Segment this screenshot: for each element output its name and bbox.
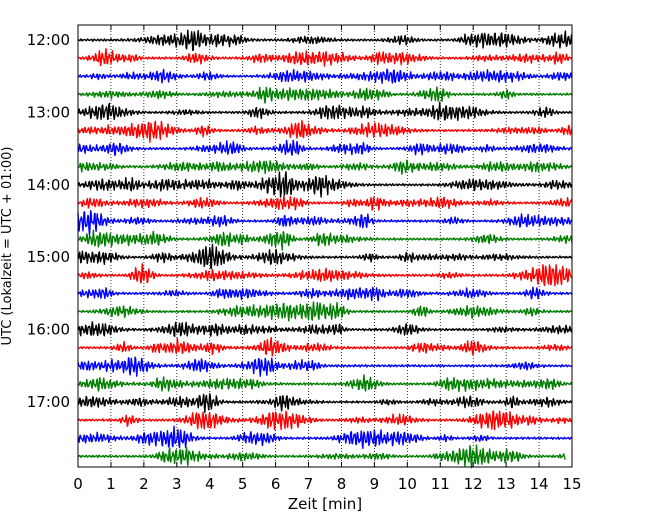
trace-layer — [77, 29, 573, 469]
trace-line — [77, 171, 573, 198]
plot-frame — [77, 24, 573, 468]
trace-line — [77, 159, 573, 175]
x-tick-label: 4 — [205, 475, 215, 493]
x-tick-label: 12 — [464, 475, 483, 493]
trace-line — [77, 68, 573, 84]
x-tick-label: 11 — [431, 475, 450, 493]
trace-line — [77, 425, 573, 449]
trace-line — [77, 374, 573, 393]
trace-line — [77, 336, 573, 357]
trace-line — [77, 139, 573, 156]
y-tick-label: 14:00 — [27, 176, 70, 194]
x-tick-label: 14 — [530, 475, 549, 493]
trace-line — [77, 119, 573, 143]
trace-line — [77, 101, 573, 122]
y-tick-label: 17:00 — [27, 393, 70, 411]
trace-line — [77, 48, 573, 67]
trace-line — [77, 301, 573, 322]
trace-line — [77, 410, 573, 431]
x-tick-label: 1 — [106, 475, 116, 493]
x-tick-label: 6 — [271, 475, 281, 493]
trace-line — [77, 86, 573, 104]
x-tick-label: 15 — [562, 475, 581, 493]
trace-line — [77, 356, 573, 377]
trace-line — [77, 321, 573, 338]
x-tick-label: 5 — [238, 475, 248, 493]
trace-line — [77, 263, 573, 287]
x-tick-label: 8 — [337, 475, 347, 493]
y-tick-label: 15:00 — [27, 248, 70, 266]
x-tick-label: 3 — [172, 475, 182, 493]
trace-line — [77, 243, 573, 270]
trace-line — [77, 393, 573, 414]
x-tick-label: 13 — [497, 475, 516, 493]
x-tick-label: 0 — [73, 475, 83, 493]
y-tick-label: 12:00 — [27, 31, 70, 49]
x-tick-label: 9 — [370, 475, 380, 493]
tick-layer: 0 1 2 3 4 5 6 7 8 9 10 11 12 13 14 1512:0013:0014:0015:… — [27, 25, 582, 493]
trace-line — [77, 29, 573, 52]
trace-line — [77, 195, 573, 211]
x-tick-label: 7 — [304, 475, 314, 493]
x-axis-title: Zeit [min] — [288, 495, 362, 513]
trace-line — [77, 444, 567, 469]
trace-line — [77, 229, 573, 251]
y-axis-title: UTC (Lokalzeit = UTC + 01:00) — [0, 147, 15, 346]
y-tick-label: 13:00 — [27, 103, 70, 121]
x-tick-label: 10 — [398, 475, 417, 493]
y-tick-label: 16:00 — [27, 321, 70, 339]
x-tick-label: 2 — [139, 475, 149, 493]
trace-line — [77, 286, 573, 302]
trace-line — [77, 209, 573, 236]
